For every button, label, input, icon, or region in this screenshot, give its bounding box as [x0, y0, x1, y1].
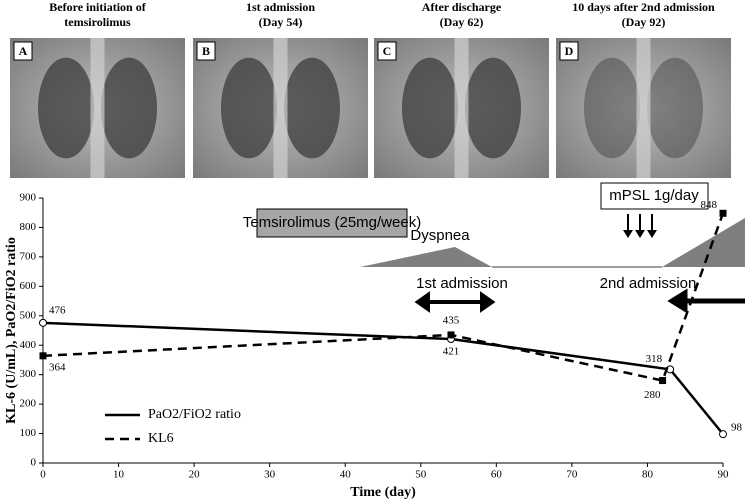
point	[39, 352, 47, 360]
value-label: 421	[443, 346, 460, 358]
x-tick-label: 10	[113, 469, 125, 481]
annotation: Dyspnea	[410, 227, 470, 244]
panel-letter: C	[383, 44, 392, 58]
value-label: 476	[49, 304, 66, 316]
lung	[221, 57, 277, 159]
y-tick-label: 600	[20, 280, 37, 292]
x-tick-label: 60	[491, 469, 503, 481]
arrow	[667, 288, 745, 314]
letter-box	[13, 41, 33, 61]
y-tick-label: 0	[31, 457, 37, 469]
value-label: 364	[49, 361, 66, 373]
point	[659, 377, 667, 385]
y-tick-label: 200	[20, 398, 37, 410]
lung	[284, 57, 340, 159]
plot: 0 100 200 300 400 500 600 700 800 900 0 10 20 30 40 50 6…	[4, 192, 742, 501]
y-tick-label: 400	[20, 339, 37, 351]
spine	[90, 38, 105, 178]
annotation: 2nd admission	[600, 275, 697, 292]
lung	[584, 57, 640, 159]
spine	[636, 38, 651, 178]
lung	[101, 57, 157, 159]
panel-caption: (Day 92)	[622, 15, 666, 29]
panel-caption: 10 days after 2nd admission	[572, 0, 715, 14]
y-tick-label: 100	[20, 427, 37, 439]
y-tick-label: 800	[20, 221, 37, 233]
value-label: 318	[646, 353, 663, 365]
x-axis-title: Time (day)	[350, 485, 416, 500]
panel-caption: (Day 54)	[259, 15, 303, 29]
panel-caption: After discharge	[422, 0, 502, 14]
spine	[273, 38, 288, 178]
dyspnea-shape	[662, 218, 745, 267]
point	[447, 331, 455, 339]
annotation: Temsirolimus (25mg/week)	[243, 214, 421, 231]
legend-label: PaO2/FiO2 ratio	[148, 407, 241, 422]
panel-caption: temsirolimus	[64, 15, 131, 29]
point	[719, 209, 727, 217]
panel-caption: (Day 62)	[440, 15, 484, 29]
panel-letter: D	[565, 44, 574, 58]
y-tick-label: 500	[20, 309, 37, 321]
y-tick-label: 300	[20, 368, 37, 380]
drug-box	[256, 208, 408, 238]
mpsl-box	[600, 182, 709, 210]
point	[719, 430, 727, 439]
value-label: 98	[731, 422, 743, 434]
dyspnea-shape	[360, 247, 492, 267]
panel-caption: Before initiation of	[49, 0, 146, 14]
letter-box	[196, 41, 216, 61]
panel-letter: A	[19, 44, 28, 58]
x-tick-label: 50	[415, 469, 427, 481]
series-line	[42, 321, 724, 435]
letter-box	[377, 41, 397, 61]
x-tick-label: 40	[340, 469, 352, 481]
spine	[454, 38, 469, 178]
value-label: 435	[443, 314, 460, 326]
x-tick-label: 30	[264, 469, 276, 481]
value-label: 848	[701, 199, 718, 211]
x-tick-label: 0	[40, 469, 46, 481]
arrowheads	[623, 230, 657, 238]
annotation: 1st admission	[416, 275, 508, 292]
x-tick-label: 20	[189, 469, 201, 481]
panel-letter: B	[202, 44, 210, 58]
lung	[402, 57, 458, 159]
letter-box	[559, 41, 579, 61]
lung	[647, 57, 703, 159]
x-tick-label: 70	[566, 469, 578, 481]
y-axis-title: KL-6 (U/mL), PaO2/FiO2 ratio	[4, 237, 19, 424]
lung	[38, 57, 94, 159]
legend-label: KL6	[148, 431, 174, 446]
y-tick-label: 700	[20, 250, 37, 262]
arrow	[414, 291, 496, 313]
y-tick-label: 900	[20, 192, 37, 204]
x-tick-label: 80	[642, 469, 654, 481]
lung	[465, 57, 521, 159]
panel-caption: 1st admission	[246, 0, 315, 14]
series-line	[42, 212, 725, 383]
x-tick-label: 90	[718, 469, 730, 481]
value-label: 280	[644, 389, 661, 401]
point	[39, 318, 47, 327]
annotation: mPSL 1g/day	[609, 187, 699, 204]
